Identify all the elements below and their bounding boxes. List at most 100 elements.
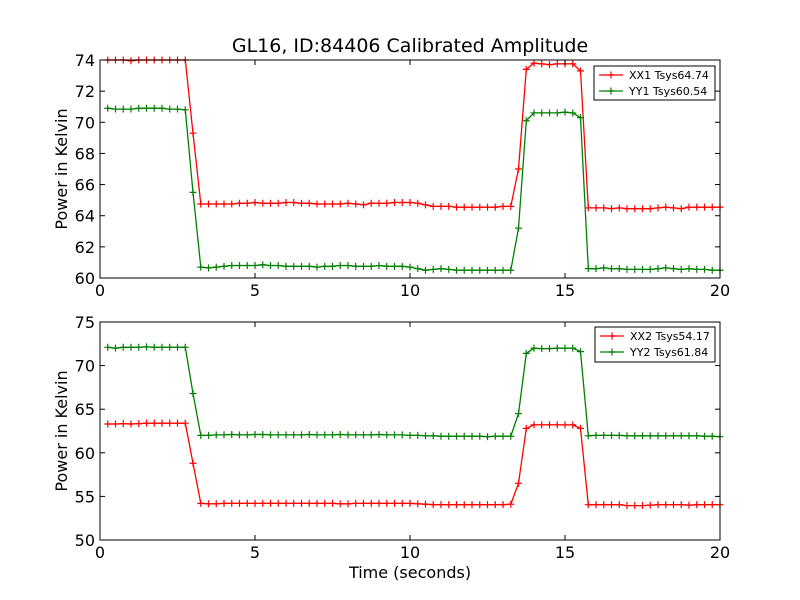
top-data-point — [391, 262, 398, 270]
top-data-point — [406, 198, 414, 206]
top-data-point — [608, 265, 615, 273]
bottom-data-point — [212, 500, 220, 508]
top-data-point — [693, 203, 701, 211]
bottom-data-point — [220, 499, 228, 507]
bottom-data-point — [298, 499, 305, 507]
top-data-point — [321, 262, 329, 270]
bottom-data-point — [298, 431, 305, 439]
bottom-data-point — [445, 501, 453, 509]
bottom-data-point — [189, 459, 197, 467]
bottom-data-point — [127, 343, 135, 351]
bottom-data-point — [352, 431, 360, 439]
bottom-legend-label: YY2 Tsys61.84 — [629, 346, 708, 359]
top-legend-frame — [593, 65, 716, 101]
bottom-data-point — [336, 430, 344, 438]
top-x-tick-label: 20 — [710, 281, 730, 300]
bottom-plot-panel: 0 5 10 15 20 50 55 60 65 70 75 XX2 Tsys54.17 YY2 Tsy… — [75, 313, 731, 562]
top-data-point — [646, 205, 654, 213]
top-data-point — [228, 200, 236, 208]
bottom-data-point — [499, 501, 507, 509]
bottom-data-point — [344, 431, 352, 439]
top-data-point — [623, 205, 631, 213]
top-data-point — [174, 105, 181, 113]
bottom-data-point — [174, 343, 181, 351]
bottom-data-point — [383, 499, 391, 507]
top-data-point — [305, 199, 313, 207]
top-data-point — [398, 198, 406, 206]
bottom-data-point — [360, 431, 367, 439]
top-data-point — [708, 203, 716, 211]
bottom-data-point — [460, 432, 468, 440]
chart-title: GL16, ID:84406 Calibrated Amplitude — [232, 35, 588, 57]
bottom-data-point — [336, 500, 344, 508]
top-data-point — [158, 104, 166, 112]
x-axis-label: Time (seconds) — [348, 563, 471, 582]
top-data-point — [282, 262, 290, 270]
top-data-point — [577, 114, 584, 122]
bottom-data-point — [491, 501, 499, 509]
top-data-point — [414, 265, 422, 273]
bottom-legend-frame — [594, 326, 716, 363]
top-legend: XX1 Tsys64.74 YY1 Tsys60.54 — [593, 65, 716, 101]
bottom-data-point — [600, 431, 608, 439]
top-data-point — [460, 203, 468, 211]
top-data-point — [484, 266, 491, 274]
bottom-data-point — [422, 500, 429, 508]
top-plot-panel: 0 5 10 15 20 60 62 64 66 68 70 72 74 XX1 Tsys64.74 YY1… — [75, 51, 731, 300]
bottom-data-point — [398, 431, 406, 439]
top-data-point — [398, 262, 406, 270]
bottom-data-point — [592, 431, 600, 439]
top-data-point — [677, 265, 685, 273]
bottom-data-point — [600, 501, 608, 509]
bottom-data-point — [476, 501, 484, 509]
top-data-point — [507, 266, 515, 274]
top-data-point — [615, 204, 623, 212]
bottom-data-point — [375, 499, 383, 507]
top-data-point — [205, 264, 212, 272]
bottom-data-point — [367, 499, 375, 507]
top-data-point — [476, 266, 484, 274]
bottom-data-point — [515, 410, 522, 418]
bottom-data-point — [615, 431, 623, 439]
top-data-point — [329, 262, 336, 270]
bottom-data-point — [166, 419, 174, 427]
bottom-data-point — [538, 421, 546, 429]
top-data-point — [437, 265, 445, 273]
bottom-x-tick-label: 10 — [400, 543, 420, 562]
top-y-tick-label: 72 — [75, 82, 95, 101]
top-data-point — [127, 57, 135, 65]
top-data-point — [538, 60, 546, 68]
bottom-series-1 — [104, 419, 724, 510]
bottom-legend: XX2 Tsys54.17 YY2 Tsys61.84 — [594, 326, 716, 363]
top-data-point — [422, 266, 429, 274]
top-data-point — [406, 263, 414, 271]
bottom-data-point — [584, 501, 592, 509]
top-data-point — [584, 204, 592, 212]
bottom-data-point — [383, 431, 391, 439]
top-data-point — [119, 105, 127, 113]
bottom-data-point — [491, 432, 499, 440]
top-data-point — [228, 262, 236, 270]
top-data-point — [259, 199, 267, 207]
top-data-point — [336, 200, 344, 208]
bottom-data-point — [414, 431, 422, 439]
bottom-data-point — [282, 499, 290, 507]
top-data-point — [708, 266, 716, 274]
bottom-data-point — [329, 499, 336, 507]
bottom-data-point — [360, 499, 367, 507]
bottom-data-point — [143, 419, 150, 427]
bottom-data-point — [631, 502, 639, 510]
bottom-data-point — [228, 499, 236, 507]
bottom-data-point — [701, 432, 708, 440]
top-data-point — [670, 204, 677, 212]
bottom-data-point — [205, 431, 212, 439]
bottom-data-point — [685, 432, 693, 440]
bottom-data-point — [522, 349, 530, 357]
top-data-point — [267, 199, 274, 207]
top-data-point — [499, 266, 507, 274]
top-y-tick-label: 70 — [75, 113, 95, 132]
bottom-y-tick-label: 60 — [75, 444, 95, 463]
top-data-point — [243, 262, 251, 270]
top-data-point — [701, 203, 708, 211]
